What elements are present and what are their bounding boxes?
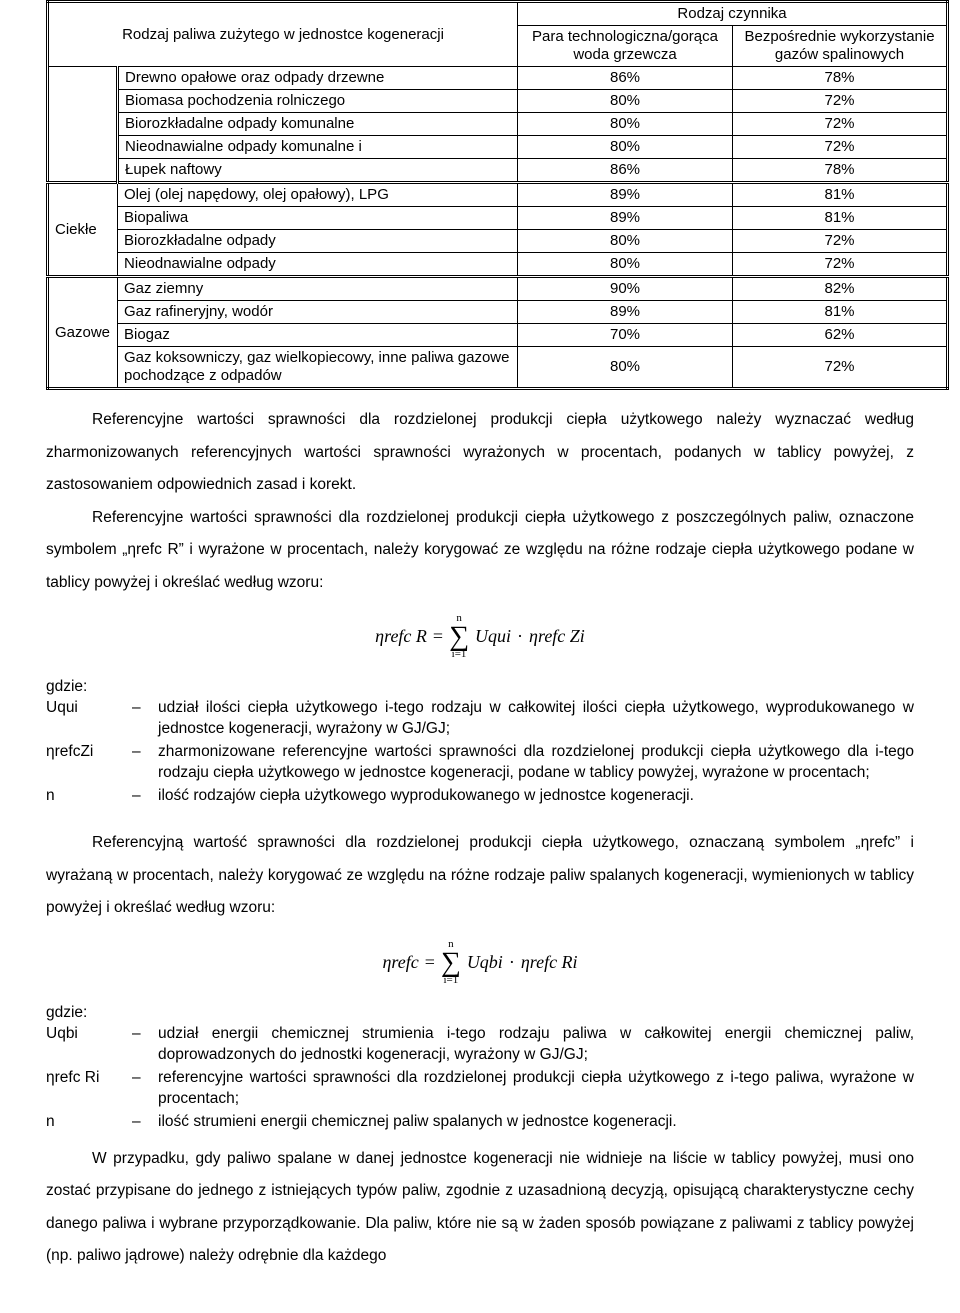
def1-1-sym: ηrefcZi <box>46 742 132 784</box>
v2-0-0: 78% <box>733 67 948 90</box>
fuel-0-2: Biorozkładalne odpady komunalne <box>118 113 518 136</box>
th-col2: Bezpośrednie wykorzystanie gazów spalino… <box>733 26 948 67</box>
cat-0 <box>48 67 118 183</box>
f2-sum-bot: i=1 <box>443 975 458 986</box>
def2-2-sym: n <box>46 1112 132 1133</box>
gdzie-2: gdzie: <box>46 1004 914 1022</box>
f1-lhs: ηrefc R <box>375 626 427 647</box>
th-col1: Para technologiczna/gorąca woda grzewcza <box>518 26 733 67</box>
def1-2-desc: ilość rodzajów ciepła użytkowego wyprodu… <box>158 786 914 807</box>
formula-2: ηrefc = n ∑ i=1 Uqbi · ηrefc Ri <box>46 939 914 986</box>
def2-0-sym: Uqbi <box>46 1024 132 1066</box>
fuel-0-0: Drewno opałowe oraz odpady drzewne <box>118 67 518 90</box>
f1-sum-bot: i=1 <box>452 649 467 660</box>
v2-0-1: 72% <box>733 90 948 113</box>
v2-0-2: 72% <box>733 113 948 136</box>
def1-0-sym: Uqui <box>46 698 132 740</box>
formula-1: ηrefc R = n ∑ i=1 Uqui · ηrefc Zi <box>46 613 914 660</box>
th-fuel-type: Rodzaj paliwa zużytego w jednostce kogen… <box>48 2 518 67</box>
definitions-1: Uqui – udział ilości ciepła użytkowego i… <box>46 698 914 807</box>
fuel-1-0: Olej (olej napędowy, olej opałowy), LPG <box>118 183 518 207</box>
fuel-2-1: Gaz rafineryjny, wodór <box>118 301 518 324</box>
def2-0-desc: udział energii chemicznej strumienia i-t… <box>158 1024 914 1066</box>
fuel-2-3: Gaz koksowniczy, gaz wielkopiecowy, inne… <box>118 347 518 389</box>
sigma-icon: n ∑ i=1 <box>449 613 469 660</box>
def2-1-sym: ηrefc Ri <box>46 1068 132 1110</box>
f2-rhs2: ηrefc Ri <box>521 952 578 973</box>
v1-1-1: 89% <box>518 207 733 230</box>
def1-2-dash: – <box>132 786 158 807</box>
v2-1-0: 81% <box>733 183 948 207</box>
definitions-2: Uqbi – udział energii chemicznej strumie… <box>46 1024 914 1133</box>
v2-1-3: 72% <box>733 253 948 277</box>
def1-0-desc: udział ilości ciepła użytkowego i-tego r… <box>158 698 914 740</box>
def1-1-dash: – <box>132 742 158 784</box>
def2-1-dash: – <box>132 1068 158 1110</box>
fuel-0-3: Nieodnawialne odpady komunalne i <box>118 136 518 159</box>
v1-1-2: 80% <box>518 230 733 253</box>
fuel-0-1: Biomasa pochodzenia rolniczego <box>118 90 518 113</box>
def1-2-sym: n <box>46 786 132 807</box>
f1-eq: = <box>433 626 443 647</box>
f2-rhs1: Uqbi <box>467 952 503 973</box>
para-1: Referencyjne wartości sprawności dla roz… <box>46 404 914 502</box>
v1-2-3: 80% <box>518 347 733 389</box>
f2-dot: · <box>509 952 515 973</box>
def1-0-dash: – <box>132 698 158 740</box>
f2-lhs: ηrefc <box>382 952 418 973</box>
v1-2-0: 90% <box>518 277 733 301</box>
para-2: Referencyjne wartości sprawności dla roz… <box>46 502 914 600</box>
fuel-1-2: Biorozkładalne odpady <box>118 230 518 253</box>
v1-0-1: 80% <box>518 90 733 113</box>
def2-0-dash: – <box>132 1024 158 1066</box>
def2-2-desc: ilość strumieni energii chemicznej paliw… <box>158 1112 914 1133</box>
sigma-icon: n ∑ i=1 <box>441 939 461 986</box>
v1-2-2: 70% <box>518 324 733 347</box>
def2-1-desc: referencyjne wartości sprawności dla roz… <box>158 1068 914 1110</box>
v1-2-1: 89% <box>518 301 733 324</box>
cat-1: Ciekłe <box>48 183 118 277</box>
v1-0-2: 80% <box>518 113 733 136</box>
f1-rhs2: ηrefc Zi <box>529 626 585 647</box>
efficiency-table: Rodzaj paliwa zużytego w jednostce kogen… <box>46 0 949 390</box>
v2-0-4: 78% <box>733 159 948 183</box>
def1-1-desc: zharmonizowane referencyjne wartości spr… <box>158 742 914 784</box>
v1-1-0: 89% <box>518 183 733 207</box>
v2-2-0: 82% <box>733 277 948 301</box>
def2-2-dash: – <box>132 1112 158 1133</box>
f1-rhs1: Uqui <box>475 626 511 647</box>
v2-2-3: 72% <box>733 347 948 389</box>
para-3: Referencyjną wartość sprawności dla rozd… <box>46 827 914 925</box>
v2-2-2: 62% <box>733 324 948 347</box>
v2-0-3: 72% <box>733 136 948 159</box>
v2-1-1: 81% <box>733 207 948 230</box>
fuel-1-1: Biopaliwa <box>118 207 518 230</box>
fuel-2-0: Gaz ziemny <box>118 277 518 301</box>
f2-eq: = <box>425 952 435 973</box>
f1-dot: · <box>517 626 523 647</box>
fuel-2-2: Biogaz <box>118 324 518 347</box>
v1-0-4: 86% <box>518 159 733 183</box>
cat-2: Gazowe <box>48 277 118 389</box>
th-factor-group: Rodzaj czynnika <box>518 2 948 26</box>
para-4: W przypadku, gdy paliwo spalane w danej … <box>46 1143 914 1273</box>
v2-2-1: 81% <box>733 301 948 324</box>
fuel-1-3: Nieodnawialne odpady <box>118 253 518 277</box>
gdzie-1: gdzie: <box>46 678 914 696</box>
v1-1-3: 80% <box>518 253 733 277</box>
fuel-0-4: Łupek naftowy <box>118 159 518 183</box>
v1-0-0: 86% <box>518 67 733 90</box>
v1-0-3: 80% <box>518 136 733 159</box>
v2-1-2: 72% <box>733 230 948 253</box>
